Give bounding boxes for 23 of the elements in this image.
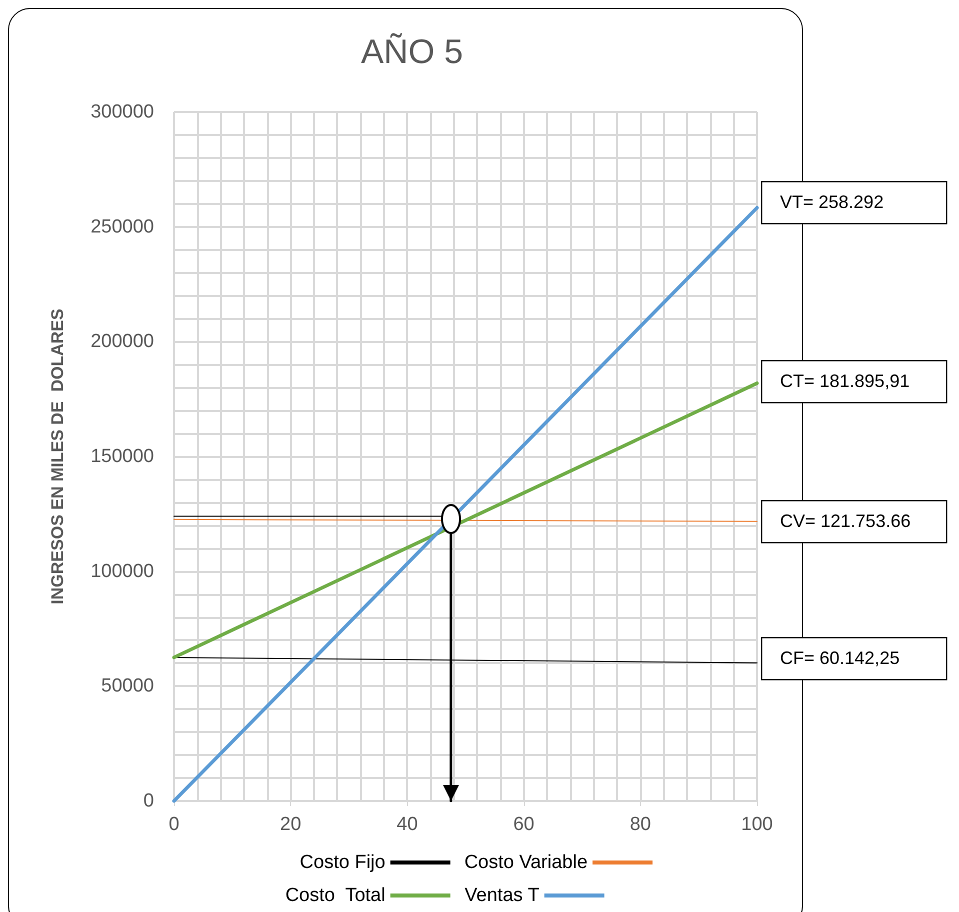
- y-tick-label: 100000: [90, 560, 154, 582]
- x-tick-label: 80: [630, 814, 651, 835]
- y-tick-label: 0: [143, 790, 154, 812]
- legend-label: Costo Fijo: [300, 852, 386, 873]
- y-axis-title: INGRESOS EN MILES DE DOLARES: [48, 308, 67, 604]
- x-tick-label: 100: [741, 814, 773, 835]
- text: CT= 181.895,91: [780, 371, 910, 391]
- text: CV= 121.753.66: [780, 511, 911, 531]
- y-tick-label: 50000: [101, 676, 154, 697]
- text: VT= 258.292: [780, 192, 884, 212]
- x-tick-label: 40: [396, 814, 418, 835]
- legend-label: Costo Variable: [464, 852, 588, 873]
- y-tick-label: 250000: [90, 216, 154, 238]
- chart-title: AÑO 5: [360, 33, 464, 71]
- text: CF= 60.142,25: [780, 648, 900, 668]
- x-tick-label: 20: [280, 814, 302, 835]
- y-tick-label: 200000: [90, 331, 154, 352]
- y-tick-label: 300000: [90, 102, 154, 122]
- x-tick-label: 60: [513, 814, 534, 835]
- x-tick-label: 0: [168, 814, 180, 835]
- y-tick-label: 150000: [90, 446, 154, 467]
- legend-label: Ventas T: [464, 885, 540, 906]
- legend-label: Costo Total: [285, 885, 386, 906]
